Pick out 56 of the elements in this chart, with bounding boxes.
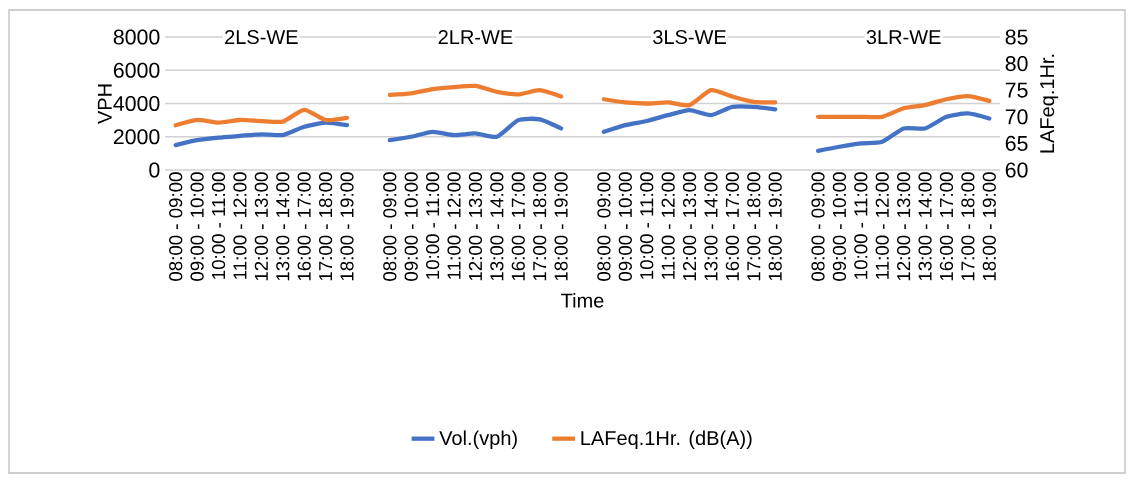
legend-label: Vol.(vph) [439, 430, 517, 450]
y-tick-label: 0 [149, 162, 160, 178]
x-tick-label: 11:00 - 12:00 [447, 172, 461, 279]
x-tick-label: 12:00 - 13:00 [682, 172, 697, 281]
y2-tick-label: 60 [1005, 162, 1028, 178]
x-tick-label: 13:00 - 14:00 [276, 172, 290, 281]
annotation: 3LR-WE [866, 29, 941, 45]
x-tick-label: 13:00 - 14:00 [918, 172, 932, 281]
annotation: 3LS-WE [653, 29, 726, 45]
x-tick-label: 18:00 - 19:00 [340, 172, 354, 281]
legend-label: LAFeq.1Hr. (dB(A)) [581, 430, 752, 450]
x-tick-label: 09:00 - 10:00 [618, 172, 632, 281]
y2-axis-title: LAFeq.1Hr. [1040, 54, 1059, 153]
x-tick-label: 17:00 - 18:00 [747, 172, 761, 281]
x-tick-label: 16:00 - 17:00 [297, 172, 311, 281]
y2-tick-label: 65 [1005, 135, 1028, 151]
x-tick-label: 10:00 - 11:00 [854, 172, 868, 279]
x-tick-label: 09:00 - 10:00 [832, 172, 847, 281]
x-tick-label: 08:00 - 09:00 [169, 172, 183, 281]
y2-tick-label: 85 [1005, 29, 1028, 45]
x-tick-label: 16:00 - 17:00 [511, 172, 525, 281]
x-tick-label: 17:00 - 18:00 [961, 172, 975, 281]
x-tick-label: 17:00 - 18:00 [533, 172, 547, 281]
x-tick-label: 11:00 - 12:00 [875, 172, 889, 279]
x-axis-title: Time [561, 292, 604, 308]
y-tick-label: 6000 [113, 62, 160, 78]
y-tick-label: 8000 [113, 29, 160, 45]
x-tick-label: 13:00 - 14:00 [704, 172, 718, 281]
x-tick-label: 08:00 - 09:00 [597, 172, 611, 281]
y-tick-label: 2000 [113, 129, 160, 145]
annotation: 2LS-WE [225, 29, 298, 45]
annotation: 2LR-WE [438, 30, 513, 44]
x-tick-label: 16:00 - 17:00 [725, 172, 739, 281]
y2-tick-label: 70 [1005, 109, 1028, 125]
x-tick-label: 09:00 - 10:00 [190, 172, 204, 281]
x-tick-label: 13:00 - 14:00 [490, 172, 504, 281]
x-tick-label: 16:00 - 17:00 [939, 172, 954, 281]
x-tick-label: 08:00 - 09:00 [383, 172, 397, 281]
x-tick-label: 10:00 - 11:00 [426, 172, 440, 279]
x-tick-label: 11:00 - 12:00 [661, 172, 675, 279]
x-tick-label: 12:00 - 13:00 [254, 172, 268, 281]
y-tick-label: 4000 [113, 95, 160, 112]
x-tick-label: 10:00 - 11:00 [211, 172, 226, 279]
x-tick-label: 09:00 - 10:00 [404, 172, 418, 281]
x-tick-label: 18:00 - 19:00 [982, 172, 996, 281]
x-tick-label: 08:00 - 09:00 [811, 172, 825, 281]
x-tick-label: 11:00 - 12:00 [233, 172, 247, 279]
y-axis-title: VPH [97, 84, 112, 124]
x-tick-label: 12:00 - 13:00 [468, 172, 483, 281]
x-tick-label: 17:00 - 18:00 [318, 172, 333, 281]
x-tick-label: 18:00 - 19:00 [554, 172, 568, 281]
y2-tick-label: 75 [1005, 82, 1028, 98]
y2-tick-label: 80 [1005, 56, 1028, 72]
x-tick-label: 12:00 - 13:00 [897, 172, 911, 281]
x-tick-label: 10:00 - 11:00 [640, 172, 654, 279]
x-tick-label: 18:00 - 19:00 [768, 172, 782, 281]
